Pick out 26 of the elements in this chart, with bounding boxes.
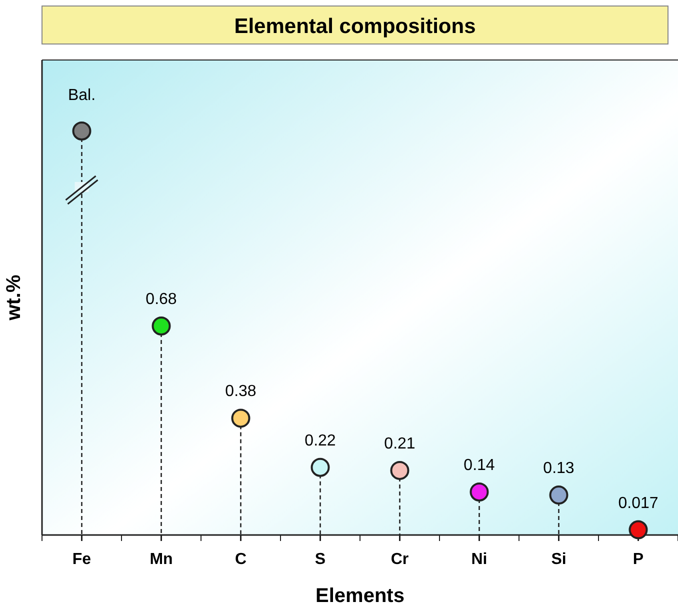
data-label: 0.68 xyxy=(146,291,177,308)
x-tick-label: P xyxy=(632,551,644,568)
text: Bal. xyxy=(68,87,96,104)
data-label: 0.13 xyxy=(543,460,574,478)
x-tick-label: Cr xyxy=(390,551,409,568)
data-label: 0.017 xyxy=(618,494,658,512)
data-label: 0.22 xyxy=(304,432,336,450)
data-label: 0.38 xyxy=(225,383,256,400)
x-tick-label: Si xyxy=(551,551,566,568)
point xyxy=(470,482,489,502)
x-tick-label: S xyxy=(314,551,326,568)
point xyxy=(231,408,250,428)
point xyxy=(390,460,410,480)
x-tick-label: Fe xyxy=(72,551,92,568)
x-tick-label: Ni xyxy=(471,551,488,568)
point xyxy=(310,458,330,477)
y-axis-title: wt.% xyxy=(3,274,25,322)
x-axis-title: Elements xyxy=(316,585,404,607)
x-tick-label: Mn xyxy=(150,551,173,568)
point xyxy=(549,486,568,505)
data-label: 0.14 xyxy=(464,456,495,474)
point xyxy=(152,316,171,336)
x-tick-label: C xyxy=(234,551,247,568)
point xyxy=(628,520,648,540)
chart-title: Elemental compositions xyxy=(234,15,476,38)
data-label: 0.21 xyxy=(384,435,416,452)
